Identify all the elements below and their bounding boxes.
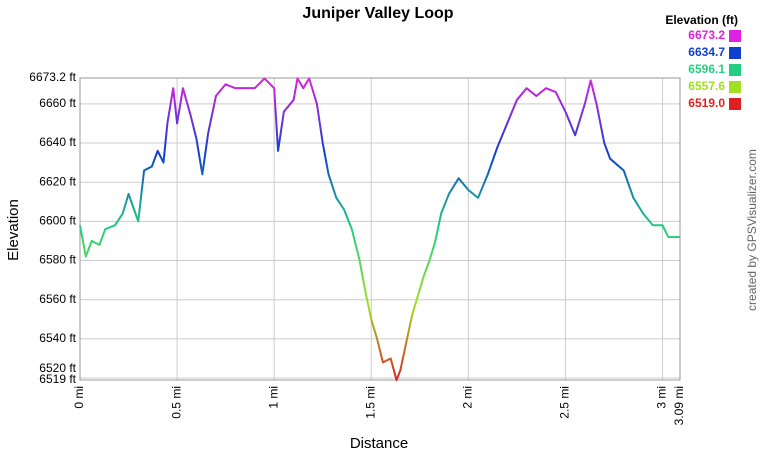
y-tick-label: 6560 ft bbox=[39, 292, 76, 306]
legend-swatch bbox=[729, 47, 741, 59]
elevation-line bbox=[79, 77, 680, 381]
y-tick-label: 6640 ft bbox=[39, 135, 76, 149]
x-tick-label: 1.5 mi bbox=[363, 386, 377, 419]
y-tick-label: 6520 ft bbox=[39, 361, 76, 375]
legend-label: 6596.1 bbox=[688, 62, 725, 76]
y-tick-label: 6519 ft bbox=[39, 372, 76, 386]
x-tick-label: 0.5 mi bbox=[169, 386, 183, 419]
plot-border bbox=[79, 77, 681, 381]
x-tick-label: 0 mi bbox=[72, 386, 86, 409]
legend-swatch bbox=[729, 30, 741, 42]
chart-title: Juniper Valley Loop bbox=[302, 5, 453, 22]
legend-label: 6557.6 bbox=[688, 79, 725, 93]
y-axis-label: Elevation bbox=[5, 199, 22, 261]
legend-label: 6673.2 bbox=[688, 28, 725, 42]
y-tick-label: 6660 ft bbox=[39, 96, 76, 110]
legend-swatch bbox=[729, 98, 741, 110]
x-axis-label: Distance bbox=[350, 435, 408, 452]
legend-title: Elevation (ft) bbox=[665, 13, 738, 27]
y-tick-label: 6673.2 ft bbox=[29, 70, 76, 84]
y-tick-label: 6580 ft bbox=[39, 253, 76, 267]
y-tick-label: 6600 ft bbox=[39, 214, 76, 228]
legend-label: 6519.0 bbox=[688, 96, 725, 110]
x-tick-label: 3.09 mi bbox=[672, 386, 686, 425]
x-tick-label: 1 mi bbox=[266, 386, 280, 409]
credit: created by GPSVisualizer.com bbox=[745, 149, 759, 311]
legend-swatch bbox=[729, 81, 741, 93]
x-tick-label: 3 mi bbox=[655, 386, 669, 409]
legend-swatch bbox=[729, 64, 741, 76]
x-tick-label: 2 mi bbox=[461, 386, 475, 409]
legend-label: 6634.7 bbox=[688, 45, 725, 59]
y-tick-label: 6620 ft bbox=[39, 174, 76, 188]
y-tick-label: 6540 ft bbox=[39, 331, 76, 345]
x-tick-label: 2.5 mi bbox=[558, 386, 572, 419]
